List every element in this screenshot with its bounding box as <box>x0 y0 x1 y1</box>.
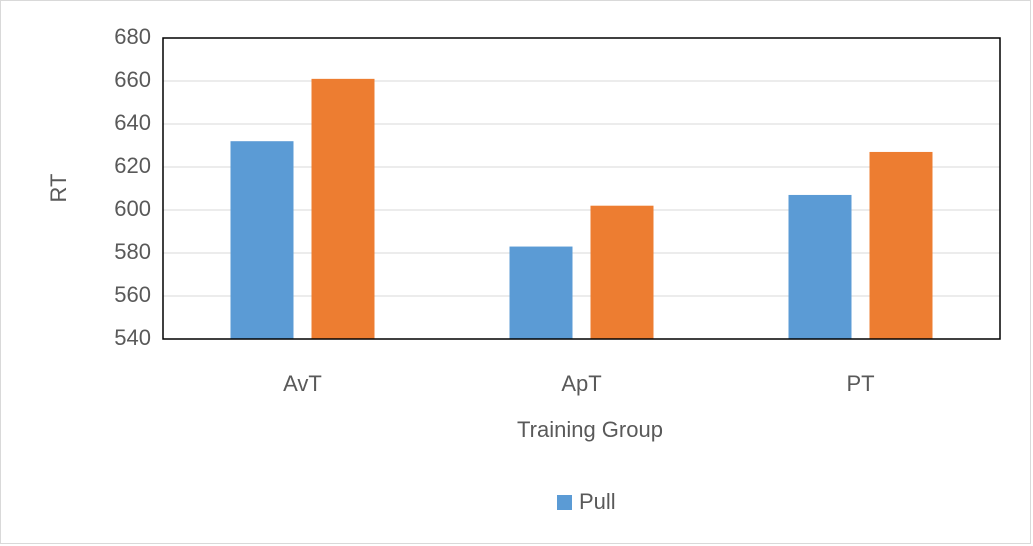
bar <box>230 141 294 339</box>
y-tick-label: 600 <box>114 196 151 221</box>
legend-label: Pull <box>579 489 616 514</box>
y-tick-label: 640 <box>114 110 151 135</box>
y-axis-label: RT <box>46 174 71 203</box>
bar <box>590 205 654 339</box>
plot-frame <box>162 37 1001 340</box>
y-tick-label: 660 <box>114 67 151 92</box>
bar <box>509 246 573 339</box>
legend-swatch <box>557 495 572 510</box>
x-tick-label: ApT <box>561 371 601 396</box>
bar <box>311 78 375 339</box>
y-tick-label: 560 <box>114 282 151 307</box>
y-tick-label: 540 <box>114 325 151 350</box>
x-axis-label: Training Group <box>517 417 663 442</box>
bar <box>869 151 933 339</box>
x-tick-label: PT <box>846 371 874 396</box>
y-tick-label: 620 <box>114 153 151 178</box>
y-tick-label: 580 <box>114 239 151 264</box>
bar <box>788 194 852 339</box>
y-tick-label: 680 <box>114 24 151 49</box>
x-tick-label: AvT <box>283 371 322 396</box>
